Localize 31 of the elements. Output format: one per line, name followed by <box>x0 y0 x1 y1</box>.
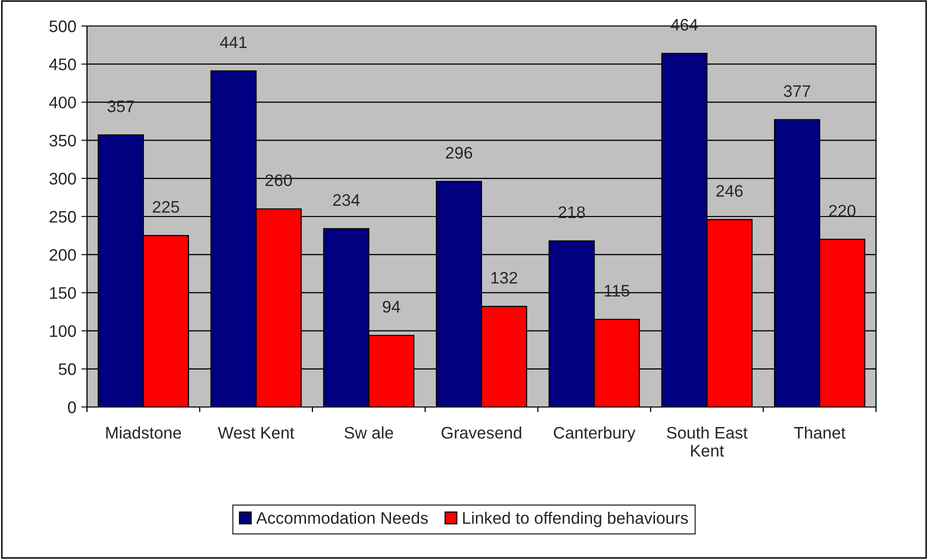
y-tick-label: 150 <box>50 287 76 299</box>
x-tick-label: Gravesend <box>442 426 522 439</box>
y-tick-label: 500 <box>49 20 76 32</box>
data-label: 94 <box>382 300 400 313</box>
x-tick-label: Thanet <box>794 426 846 439</box>
x-tick-label: South East Kent <box>666 426 748 457</box>
y-tick-label: 200 <box>50 249 76 261</box>
data-label: 132 <box>491 272 518 284</box>
data-label: 357 <box>108 100 134 112</box>
y-tick-label: 300 <box>49 172 76 185</box>
data-label: 218 <box>558 206 585 218</box>
data-label: 220 <box>829 204 856 217</box>
legend-label: Accommodation Needs <box>256 512 428 524</box>
data-label: 225 <box>152 201 180 213</box>
x-tick-label: Canterbury <box>554 426 636 442</box>
y-tick-label: 450 <box>49 58 76 70</box>
y-tick-label: 250 <box>50 210 76 223</box>
data-label: 441 <box>220 36 247 48</box>
data-label: 296 <box>446 146 472 159</box>
data-label: 234 <box>333 194 360 206</box>
y-tick-label: 400 <box>49 96 76 108</box>
y-tick-label: 350 <box>49 134 76 147</box>
data-label: 377 <box>784 85 810 97</box>
y-tick-label: 50 <box>58 363 76 376</box>
legend-label: Linked to offending behaviours <box>463 512 688 528</box>
x-tick-label: Miadstone <box>106 426 182 439</box>
y-tick-label: 100 <box>50 325 76 338</box>
x-tick-label: Sw ale <box>344 426 394 439</box>
x-tick-label: West Kent <box>218 427 294 439</box>
data-label: 246 <box>716 185 743 197</box>
y-tick-label: 0 <box>68 401 76 414</box>
